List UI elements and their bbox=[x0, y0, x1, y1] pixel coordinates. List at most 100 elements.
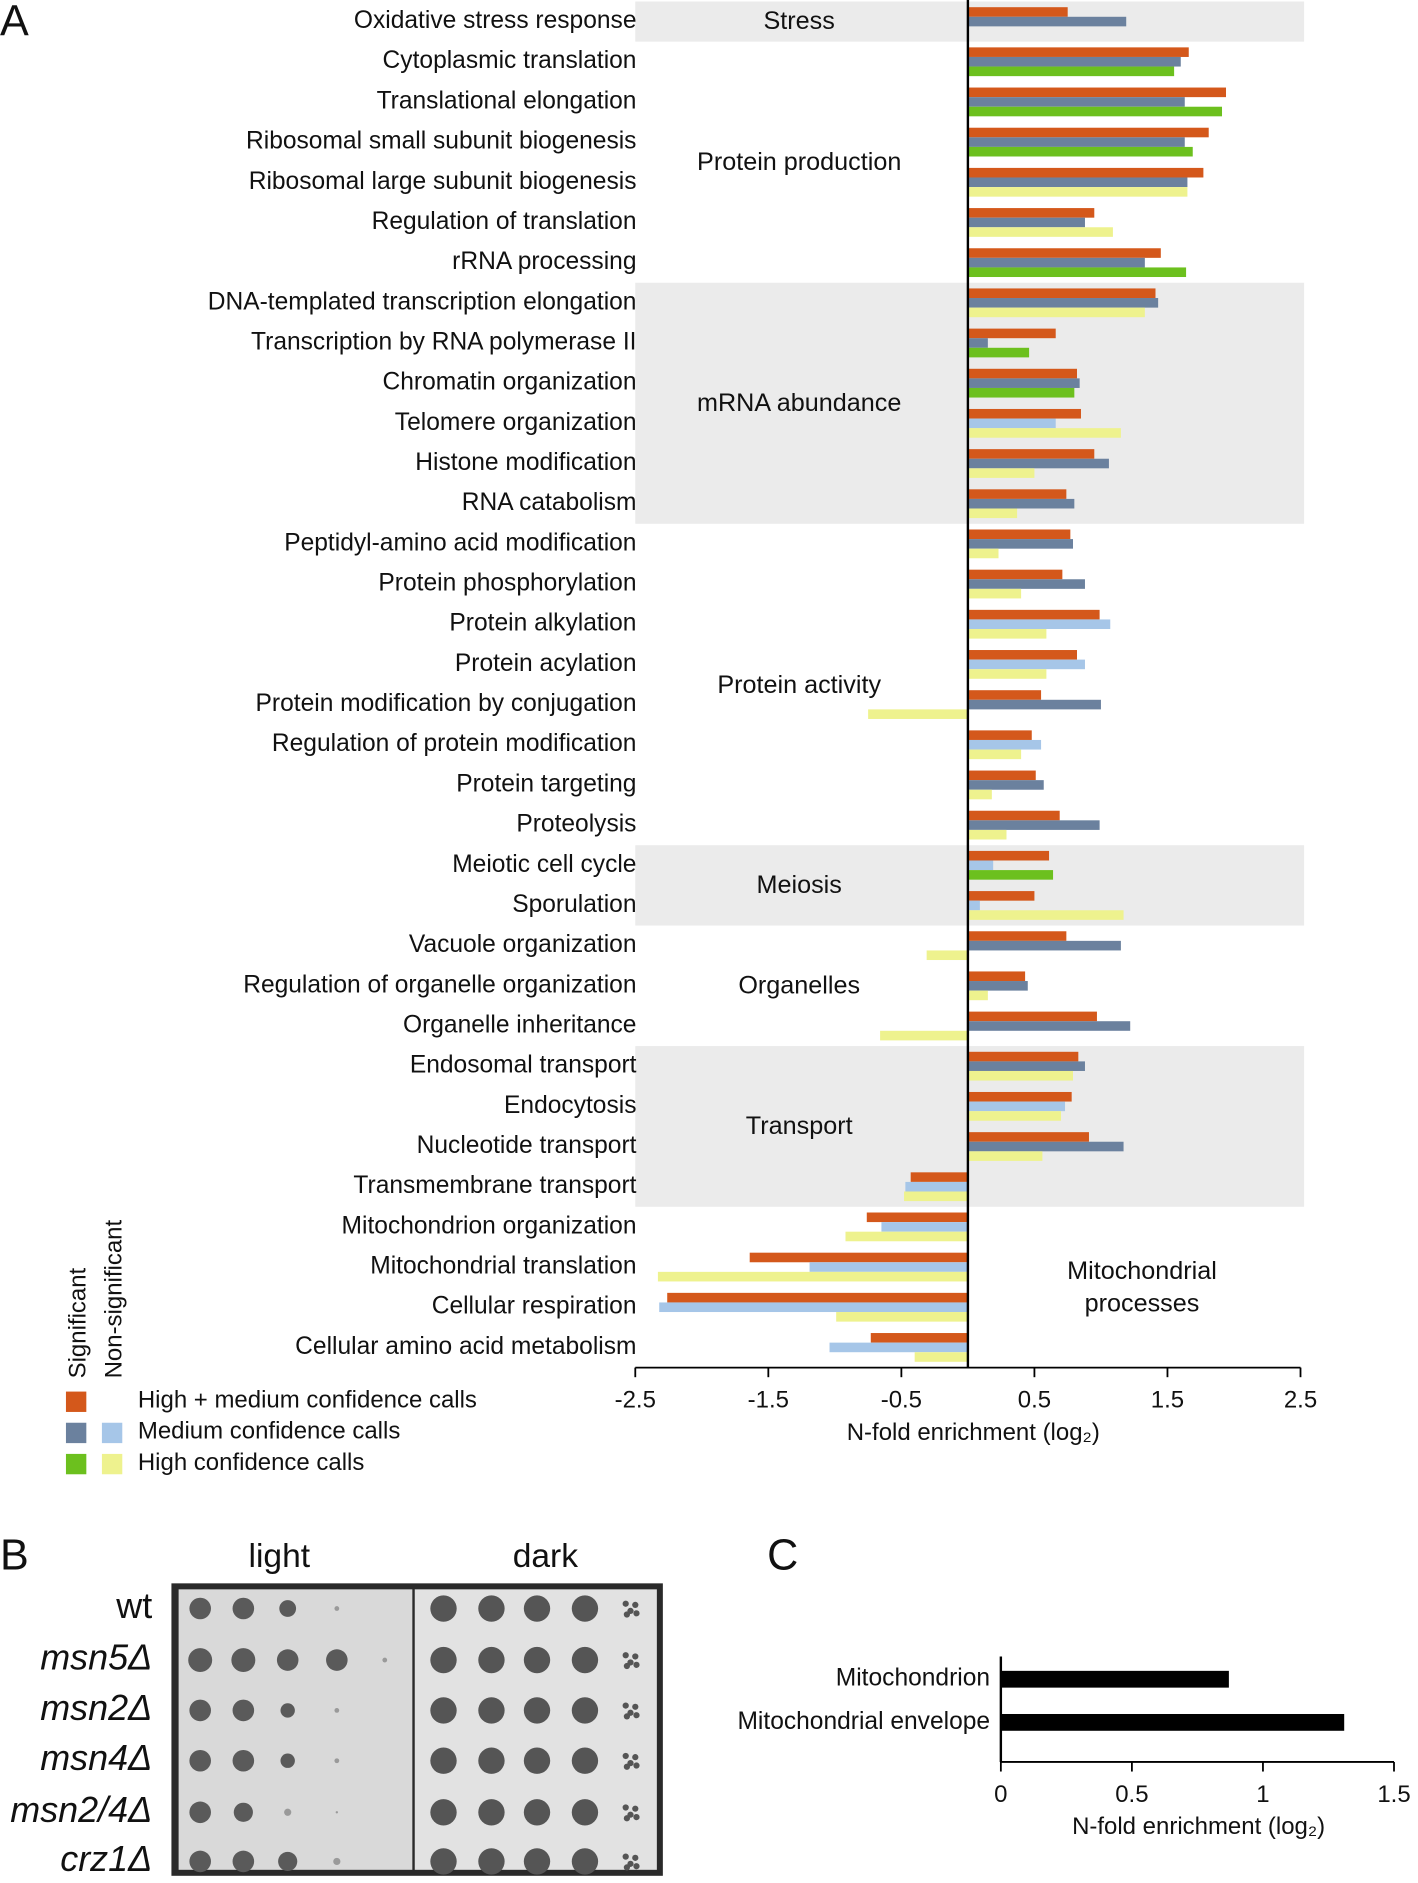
group-label-box: Stress bbox=[764, 8, 835, 36]
bar bbox=[967, 870, 1054, 880]
bar bbox=[967, 820, 1100, 830]
colony-spot bbox=[632, 1653, 639, 1660]
bar bbox=[967, 619, 1111, 630]
colony-spot bbox=[622, 1600, 629, 1607]
colony-spot bbox=[478, 1595, 505, 1622]
colony-spot bbox=[232, 1749, 255, 1772]
bar bbox=[870, 1333, 968, 1343]
strain-label: msn2Δ bbox=[40, 1687, 152, 1728]
category-label: Sporulation bbox=[512, 891, 636, 918]
category-label: Organelle inheritance bbox=[403, 1011, 637, 1038]
bar bbox=[967, 208, 1095, 218]
bar bbox=[967, 227, 1113, 237]
colony-spot bbox=[623, 1662, 631, 1670]
colony-spot bbox=[523, 1646, 551, 1674]
colony-spot bbox=[623, 1611, 631, 1618]
category-label: Proteolysis bbox=[516, 811, 636, 838]
category-label: Endocytosis bbox=[504, 1092, 636, 1119]
bar bbox=[967, 1051, 1079, 1062]
colony-spot bbox=[632, 1805, 639, 1812]
bar bbox=[836, 1312, 968, 1322]
bar bbox=[967, 418, 1056, 429]
colony-spot bbox=[278, 1851, 298, 1872]
category-label: Mitochondrial envelope bbox=[737, 1708, 990, 1735]
colony-spot bbox=[232, 1699, 255, 1722]
bar bbox=[967, 860, 994, 871]
colony-spot bbox=[430, 1848, 457, 1875]
bar bbox=[967, 579, 1085, 589]
legend-label: Medium confidence calls bbox=[138, 1418, 400, 1445]
colony-spot bbox=[189, 1801, 211, 1824]
bar bbox=[967, 931, 1067, 941]
colony-spot bbox=[571, 1595, 599, 1622]
x-tick-label: -2.5 bbox=[615, 1386, 656, 1413]
category-label: Regulation of organelle organization bbox=[243, 971, 636, 998]
colony-spot bbox=[633, 1813, 640, 1821]
plate bbox=[178, 1589, 413, 1870]
x-tick-label: -1.5 bbox=[748, 1386, 789, 1413]
x-axis-label: N-fold enrichment (log₂) bbox=[1072, 1813, 1325, 1840]
group-label: Organelles bbox=[738, 972, 861, 1000]
colony-spot bbox=[430, 1646, 457, 1674]
colony-spot bbox=[478, 1697, 505, 1724]
bar bbox=[967, 690, 1042, 700]
strain-label: msn5Δ bbox=[40, 1637, 152, 1678]
strain-label: wt bbox=[115, 1585, 152, 1626]
strain-label: msn4Δ bbox=[40, 1737, 152, 1778]
category-label: Endosomal transport bbox=[410, 1052, 637, 1079]
bar bbox=[926, 950, 968, 961]
panel-label: C bbox=[767, 1532, 798, 1580]
group-label: Meiosis bbox=[756, 871, 842, 900]
bar bbox=[967, 850, 1050, 861]
bar bbox=[967, 137, 1185, 147]
bar bbox=[967, 669, 1047, 679]
category-label: Translational elongation bbox=[377, 87, 637, 114]
bar bbox=[967, 971, 1026, 982]
bar bbox=[967, 428, 1121, 438]
bar bbox=[967, 127, 1209, 138]
bar bbox=[967, 177, 1188, 188]
colony-spot bbox=[571, 1646, 599, 1674]
bar bbox=[868, 709, 968, 719]
bar bbox=[967, 408, 1081, 419]
bar bbox=[967, 106, 1223, 117]
bar bbox=[967, 1141, 1124, 1152]
bar bbox=[967, 780, 1044, 790]
colony-spot bbox=[632, 1703, 639, 1710]
plate bbox=[414, 1589, 657, 1870]
bar bbox=[967, 298, 1159, 308]
strain-label: msn2/4Δ bbox=[10, 1789, 152, 1830]
bar bbox=[967, 1111, 1062, 1121]
bar bbox=[829, 1342, 968, 1353]
colony-spot bbox=[333, 1857, 341, 1866]
bar bbox=[967, 97, 1185, 107]
group-label-box: Meiosis bbox=[756, 871, 842, 900]
legend-swatch bbox=[65, 1391, 87, 1412]
legend-swatch bbox=[65, 1422, 87, 1444]
bar bbox=[967, 1132, 1089, 1142]
colony-spot bbox=[523, 1697, 551, 1724]
colony-spot bbox=[189, 1850, 211, 1873]
category-label: Ribosomal large subunit biogenesis bbox=[249, 168, 637, 195]
bar bbox=[967, 47, 1189, 57]
category-label: Chromatin organization bbox=[383, 369, 637, 396]
colony-spot bbox=[326, 1649, 348, 1671]
bar bbox=[967, 267, 1187, 278]
colony-spot bbox=[633, 1863, 640, 1870]
colony-spot bbox=[633, 1661, 640, 1668]
group-band bbox=[635, 282, 1305, 524]
bar bbox=[967, 609, 1100, 620]
x-tick-label: 1.5 bbox=[1377, 1781, 1410, 1808]
legend-swatch bbox=[101, 1453, 123, 1475]
group-label: Protein production bbox=[697, 148, 902, 176]
category-label: Cytoplasmic translation bbox=[383, 47, 637, 74]
bar bbox=[749, 1252, 968, 1263]
bar bbox=[967, 458, 1109, 469]
legend-swatch bbox=[101, 1422, 123, 1444]
panel-label: B bbox=[0, 1532, 29, 1580]
group-label: Protein activity bbox=[717, 670, 882, 699]
bar bbox=[967, 368, 1077, 379]
bar bbox=[967, 699, 1101, 710]
bar bbox=[967, 569, 1063, 580]
colony-spot bbox=[633, 1712, 640, 1719]
